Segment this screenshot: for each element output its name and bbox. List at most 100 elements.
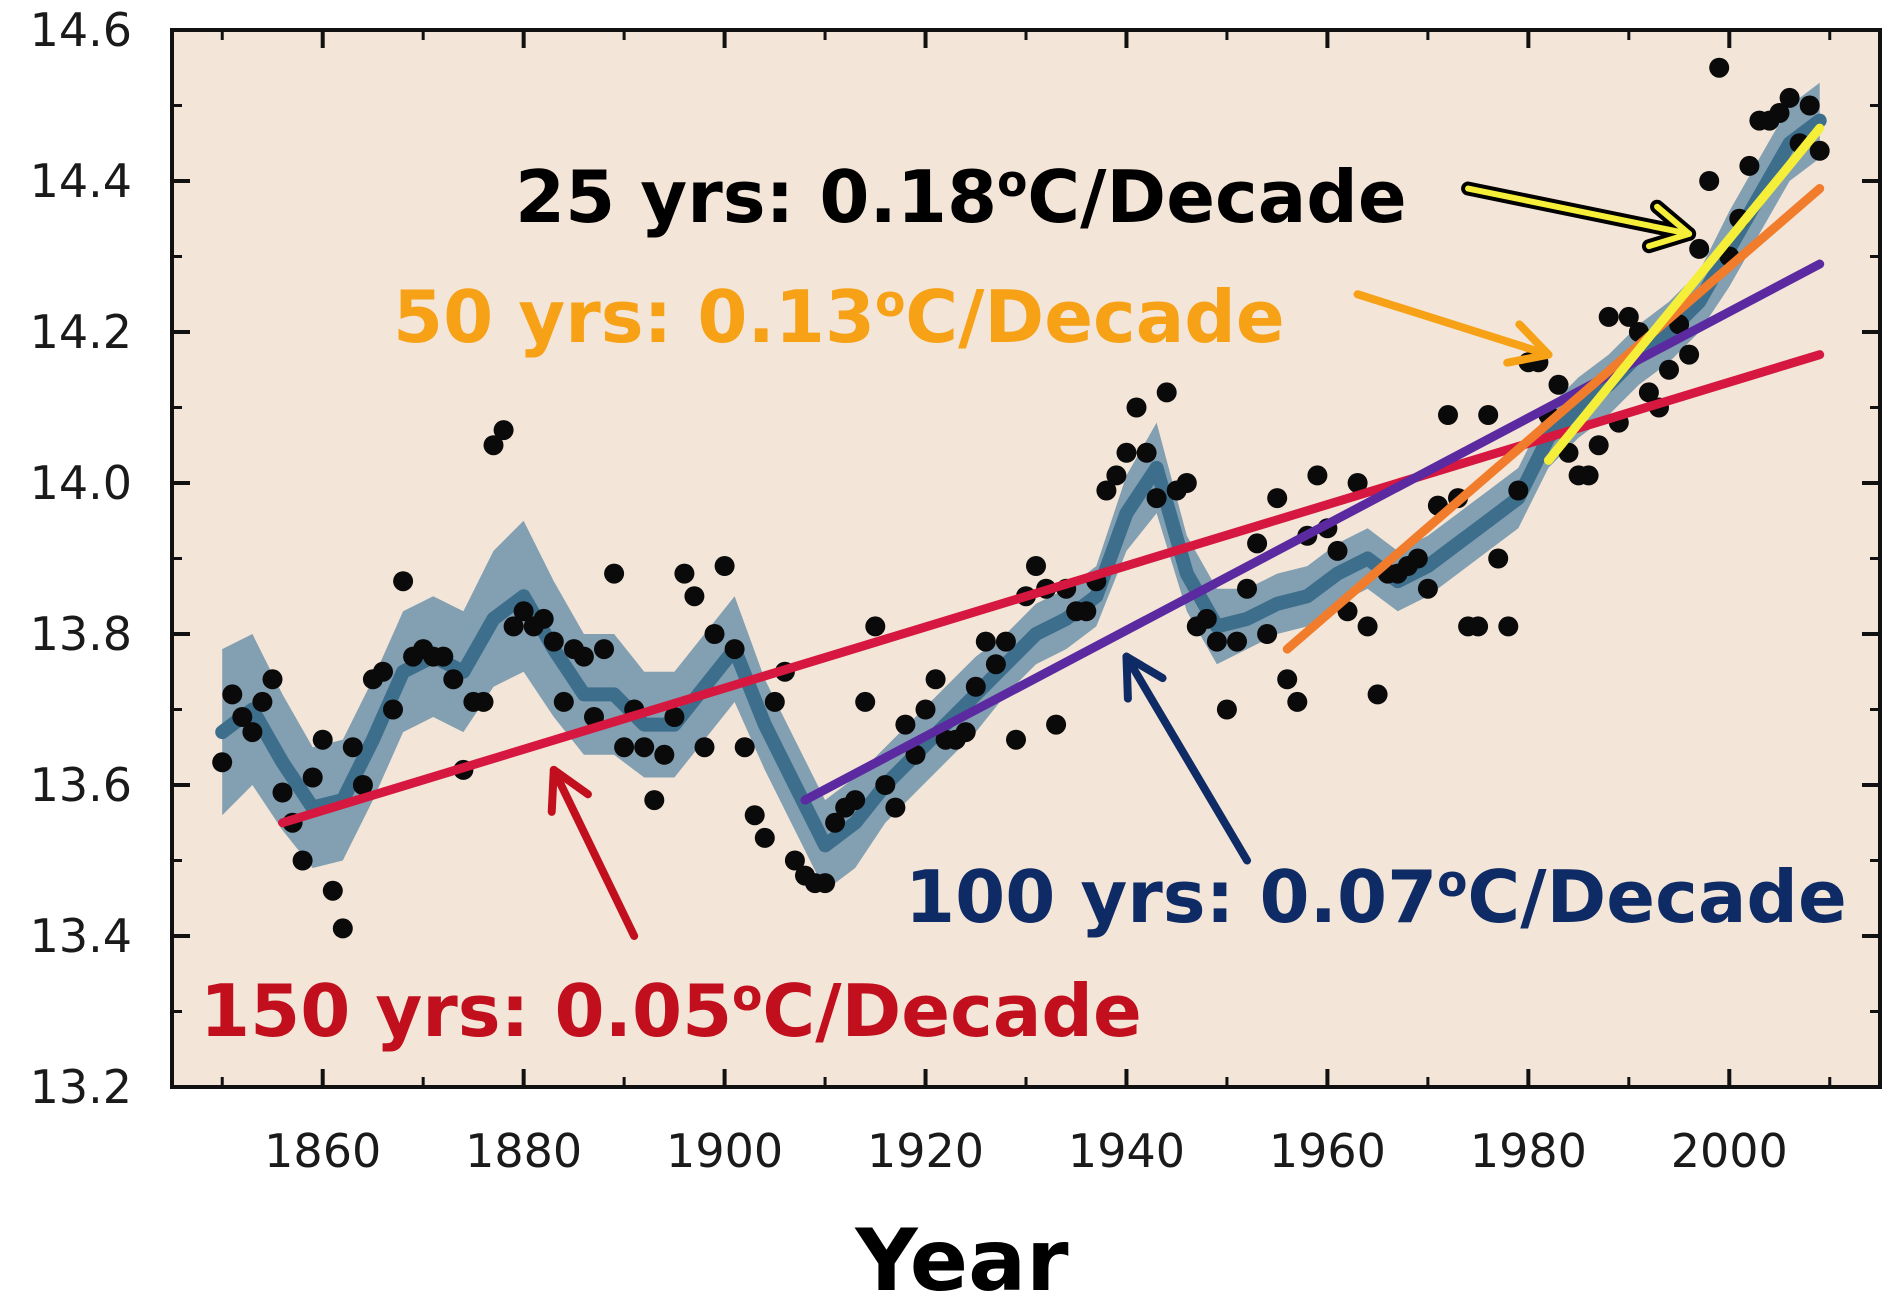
x-tick-label: 1940 xyxy=(1068,1124,1185,1178)
scatter-point xyxy=(1588,435,1609,456)
scatter-point xyxy=(845,790,866,811)
trend-line-100yr xyxy=(800,259,1825,805)
y-tick-label: 14.4 xyxy=(30,154,132,208)
scatter-point xyxy=(222,684,243,705)
scatter-point xyxy=(594,639,614,660)
scatter-point xyxy=(1287,691,1308,712)
scatter-point xyxy=(1176,473,1197,493)
arrow-shaft xyxy=(1353,290,1553,359)
x-axis-title: Year xyxy=(854,1211,1069,1300)
scatter-point xyxy=(1417,578,1438,599)
scatter-point xyxy=(1206,631,1227,652)
scatter-point xyxy=(332,918,353,939)
uncertainty-band xyxy=(222,82,1820,891)
scatter-point xyxy=(533,608,554,629)
scatter-point xyxy=(754,827,775,848)
scatter-point xyxy=(714,556,735,576)
scatter-point xyxy=(684,586,705,607)
scatter-point xyxy=(302,767,323,788)
trend-label-50yr-unit: C/Decade xyxy=(905,275,1284,359)
scatter-point xyxy=(1769,103,1790,123)
scatter-point xyxy=(1699,171,1720,191)
scatter-point xyxy=(573,646,594,667)
scatter-point xyxy=(553,691,574,712)
scatter-point xyxy=(352,775,373,795)
scatter-point xyxy=(654,744,675,765)
scatter-point xyxy=(1216,699,1237,720)
scatter-point xyxy=(1196,608,1217,629)
scatter-point xyxy=(604,563,625,584)
arrow-shaft xyxy=(549,765,639,940)
scatter-point xyxy=(1257,624,1278,644)
x-tick-label: 1900 xyxy=(666,1124,783,1178)
scatter-point xyxy=(1026,556,1046,576)
trend-label-150yr-value: 150 yrs: 0.05 xyxy=(200,969,732,1053)
scatter-point xyxy=(1809,140,1830,161)
scatter-point xyxy=(955,722,976,743)
x-tick-label: 1860 xyxy=(264,1124,381,1178)
scatter-point xyxy=(1689,238,1710,259)
scatter-point xyxy=(1156,382,1177,403)
scatter-point xyxy=(543,631,564,652)
arrow-150yr xyxy=(547,765,639,940)
arrow-25yr xyxy=(1461,181,1697,254)
scatter-point xyxy=(1146,488,1167,509)
scatter-point xyxy=(1799,95,1820,116)
scatter-point xyxy=(1347,473,1368,493)
scatter-point xyxy=(764,691,785,712)
x-tick-label: 1880 xyxy=(465,1124,582,1178)
scatter-point xyxy=(1618,306,1639,327)
scatter-point xyxy=(1709,57,1730,78)
scatter-point xyxy=(825,812,846,833)
scatter-point xyxy=(503,616,524,637)
scatter-point xyxy=(1367,684,1388,705)
trend-label-50yr-sup: o xyxy=(875,276,905,327)
scatter-point xyxy=(1307,465,1328,486)
scatter-point xyxy=(734,737,755,758)
scatter-point xyxy=(433,646,454,667)
trend-lines xyxy=(278,123,1825,828)
annotation-arrows xyxy=(547,181,1697,940)
arrow-head xyxy=(1503,320,1553,367)
scatter-point xyxy=(1598,306,1619,327)
scatter-point xyxy=(965,676,986,697)
scatter-point xyxy=(1548,374,1569,395)
arrow-head xyxy=(1122,652,1167,703)
scatter-point xyxy=(262,669,283,690)
scatter-point xyxy=(1508,480,1529,501)
scatter-point xyxy=(1227,631,1247,652)
x-tick-label: 1980 xyxy=(1470,1124,1587,1178)
x-tick-label: 1920 xyxy=(867,1124,984,1178)
scatter-point xyxy=(373,661,393,682)
scatter-point xyxy=(292,850,313,871)
arrow-shaft xyxy=(1122,652,1252,865)
scatter-point xyxy=(1116,442,1137,463)
scatter-point xyxy=(784,850,805,871)
scatter-point xyxy=(1096,480,1117,501)
scatter-point xyxy=(473,691,494,712)
scatter-point xyxy=(212,752,233,773)
scatter-point xyxy=(1638,382,1659,403)
trend-label-25yr-unit: C/Decade xyxy=(1027,155,1406,239)
scatter-point xyxy=(1136,442,1157,463)
scatter-point xyxy=(875,775,896,795)
scatter-point xyxy=(985,654,1006,675)
band-shape xyxy=(222,82,1820,891)
y-tick-label: 14.2 xyxy=(30,305,132,359)
scatter-point xyxy=(322,880,343,901)
scatter-point xyxy=(1106,465,1127,486)
scatter-point xyxy=(664,707,685,727)
scatter-point xyxy=(865,616,886,637)
y-tick-label: 13.8 xyxy=(30,607,132,661)
y-tick-label: 13.6 xyxy=(30,758,132,812)
scatter-point xyxy=(885,797,906,818)
scatter-point xyxy=(674,563,695,584)
scatter-point xyxy=(915,699,936,720)
trend-label-100yr-unit: C/Decade xyxy=(1467,855,1846,939)
trend-label-150yr-sup: o xyxy=(732,970,762,1021)
y-tick-label: 14.6 xyxy=(30,3,132,57)
scatter-point xyxy=(995,631,1016,652)
scatter-point xyxy=(272,782,293,803)
scatter-point xyxy=(493,420,514,441)
